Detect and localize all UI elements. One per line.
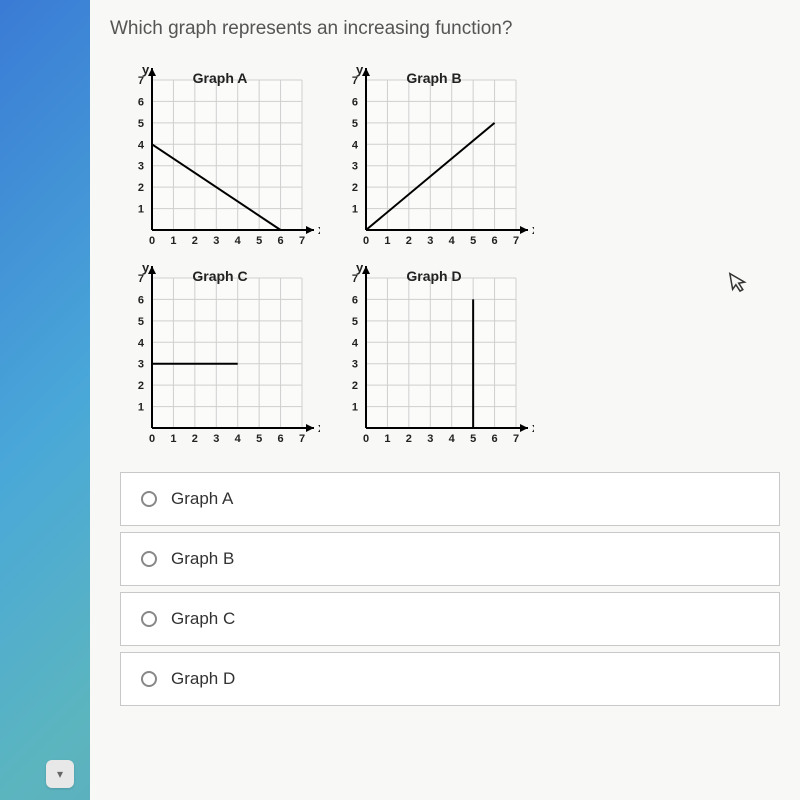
answer-option-d[interactable]: Graph D: [120, 652, 780, 706]
svg-text:x: x: [318, 420, 320, 435]
graph-d: Graph D012345671234567yx: [334, 262, 534, 452]
answer-label: Graph A: [171, 489, 233, 509]
svg-text:3: 3: [427, 433, 433, 445]
graph-c: Graph C012345671234567yx: [120, 262, 320, 452]
answer-label: Graph C: [171, 609, 235, 629]
svg-text:6: 6: [278, 433, 284, 445]
svg-text:7: 7: [299, 235, 305, 247]
graph-a: Graph A012345671234567yx: [120, 64, 320, 254]
svg-text:5: 5: [138, 316, 144, 328]
svg-text:1: 1: [170, 235, 176, 247]
svg-text:2: 2: [192, 433, 198, 445]
svg-text:4: 4: [449, 235, 456, 247]
svg-text:1: 1: [384, 433, 390, 445]
svg-text:5: 5: [470, 433, 476, 445]
svg-text:1: 1: [170, 433, 176, 445]
svg-text:4: 4: [235, 235, 242, 247]
svg-text:4: 4: [449, 433, 456, 445]
svg-text:0: 0: [149, 433, 155, 445]
answer-option-a[interactable]: Graph A: [120, 472, 780, 526]
svg-text:1: 1: [138, 402, 144, 414]
svg-text:5: 5: [256, 433, 262, 445]
radio-icon[interactable]: [141, 551, 157, 567]
graph-title: Graph B: [334, 70, 534, 86]
svg-text:6: 6: [278, 235, 284, 247]
svg-text:4: 4: [138, 139, 145, 151]
answer-list: Graph A Graph B Graph C Graph D: [120, 472, 780, 706]
svg-text:6: 6: [492, 433, 498, 445]
svg-text:2: 2: [138, 182, 144, 194]
svg-text:1: 1: [384, 235, 390, 247]
svg-text:x: x: [532, 222, 534, 237]
svg-text:x: x: [532, 420, 534, 435]
svg-text:3: 3: [427, 235, 433, 247]
radio-icon[interactable]: [141, 491, 157, 507]
svg-text:3: 3: [213, 433, 219, 445]
question-panel: Which graph represents an increasing fun…: [90, 0, 800, 800]
svg-text:4: 4: [352, 139, 359, 151]
svg-text:1: 1: [352, 204, 358, 216]
svg-text:5: 5: [470, 235, 476, 247]
svg-text:2: 2: [406, 433, 412, 445]
svg-text:0: 0: [363, 235, 369, 247]
radio-icon[interactable]: [141, 671, 157, 687]
svg-text:0: 0: [149, 235, 155, 247]
scroll-indicator[interactable]: ▾: [46, 760, 74, 788]
answer-option-b[interactable]: Graph B: [120, 532, 780, 586]
svg-text:4: 4: [138, 337, 145, 349]
svg-text:3: 3: [352, 359, 358, 371]
svg-text:2: 2: [352, 182, 358, 194]
svg-text:1: 1: [352, 402, 358, 414]
svg-text:7: 7: [513, 433, 519, 445]
svg-text:7: 7: [299, 433, 305, 445]
svg-text:2: 2: [352, 380, 358, 392]
svg-text:7: 7: [513, 235, 519, 247]
graph-title: Graph A: [120, 70, 320, 86]
svg-text:6: 6: [352, 294, 358, 306]
svg-text:x: x: [318, 222, 320, 237]
svg-text:5: 5: [138, 118, 144, 130]
svg-text:5: 5: [352, 316, 358, 328]
svg-text:2: 2: [138, 380, 144, 392]
answer-label: Graph D: [171, 669, 235, 689]
svg-text:4: 4: [235, 433, 242, 445]
svg-text:4: 4: [352, 337, 359, 349]
svg-text:1: 1: [138, 204, 144, 216]
svg-text:0: 0: [363, 433, 369, 445]
svg-text:2: 2: [192, 235, 198, 247]
svg-text:3: 3: [138, 161, 144, 173]
graph-title: Graph D: [334, 268, 534, 284]
svg-text:6: 6: [352, 96, 358, 108]
answer-label: Graph B: [171, 549, 234, 569]
graph-b: Graph B012345671234567yx: [334, 64, 534, 254]
svg-text:6: 6: [138, 294, 144, 306]
svg-text:3: 3: [352, 161, 358, 173]
radio-icon[interactable]: [141, 611, 157, 627]
svg-text:5: 5: [256, 235, 262, 247]
svg-text:3: 3: [213, 235, 219, 247]
graph-title: Graph C: [120, 268, 320, 284]
svg-text:6: 6: [492, 235, 498, 247]
answer-option-c[interactable]: Graph C: [120, 592, 780, 646]
svg-text:3: 3: [138, 359, 144, 371]
graphs-grid: Graph A012345671234567yxGraph B012345671…: [120, 64, 780, 452]
svg-text:5: 5: [352, 118, 358, 130]
svg-text:6: 6: [138, 96, 144, 108]
question-text: Which graph represents an increasing fun…: [110, 18, 780, 40]
svg-text:2: 2: [406, 235, 412, 247]
